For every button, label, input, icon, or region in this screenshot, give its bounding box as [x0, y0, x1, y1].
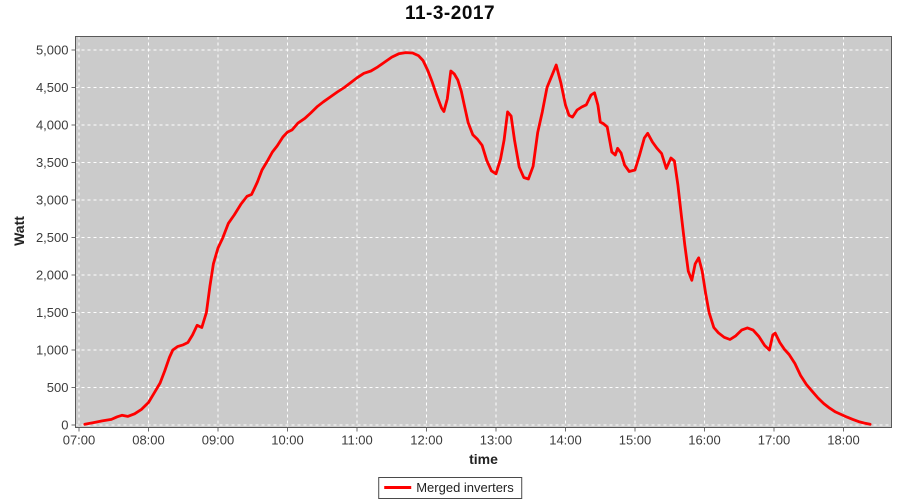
plot-border: [75, 36, 892, 428]
x-tick-label: 13:00: [480, 433, 513, 448]
x-tick-label: 16:00: [688, 433, 721, 448]
x-tick-label: 18:00: [827, 433, 860, 448]
series-line-merged-inverters: [83, 51, 872, 426]
x-tick-label: 12:00: [410, 433, 443, 448]
y-tick-label: 3,000: [36, 193, 69, 208]
x-tick-label: 14:00: [549, 433, 582, 448]
y-tick-label: 3,500: [36, 155, 69, 170]
plot-background: [75, 36, 892, 428]
x-tick-label: 11:00: [341, 433, 373, 448]
legend-label: Merged inverters: [416, 480, 514, 495]
series-line-swatch-icon: [384, 486, 412, 489]
legend: Merged inverters: [378, 477, 522, 499]
y-tick-label: 2,500: [36, 230, 69, 245]
y-tick-label: 1,000: [36, 343, 69, 358]
y-tick-label: 0: [61, 418, 68, 433]
y-tick-label: 1,500: [36, 305, 69, 320]
y-tick-label: 4,500: [36, 80, 69, 95]
y-tick-label: 4,000: [36, 118, 69, 133]
x-tick-label: 10:00: [271, 433, 304, 448]
x-tick-label: 09:00: [202, 433, 235, 448]
x-tick-label: 15:00: [619, 433, 652, 448]
y-tick-label: 2,000: [36, 268, 69, 283]
x-tick-label: 07:00: [63, 433, 96, 448]
y-tick-label: 5,000: [36, 43, 69, 58]
chart-title: 11-3-2017: [404, 3, 496, 24]
y-tick-label: 500: [47, 380, 69, 395]
x-tick-label: 17:00: [758, 433, 791, 448]
x-axis-label: time: [469, 451, 498, 467]
x-tick-label: 08:00: [132, 433, 165, 448]
y-axis-label: Watt: [11, 216, 27, 246]
